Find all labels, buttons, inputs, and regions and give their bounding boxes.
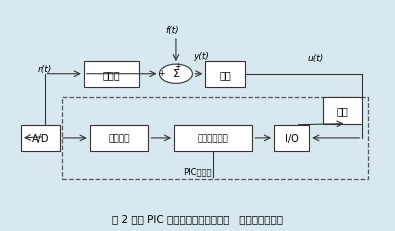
- FancyBboxPatch shape: [21, 125, 60, 152]
- FancyBboxPatch shape: [84, 61, 139, 88]
- FancyBboxPatch shape: [323, 98, 362, 124]
- Text: f(t): f(t): [165, 25, 179, 34]
- Text: Σ: Σ: [173, 68, 179, 78]
- FancyBboxPatch shape: [205, 61, 245, 88]
- Text: y(t): y(t): [194, 52, 209, 61]
- Text: +: +: [174, 62, 180, 71]
- Text: u(t): u(t): [307, 54, 323, 63]
- Text: PIC单片机: PIC单片机: [183, 167, 212, 176]
- FancyBboxPatch shape: [90, 125, 149, 152]
- Text: 驱动: 驱动: [337, 106, 348, 116]
- Text: 参考模型: 参考模型: [108, 134, 130, 143]
- Circle shape: [160, 65, 192, 84]
- Text: 传感器: 传感器: [102, 70, 120, 79]
- FancyBboxPatch shape: [274, 125, 309, 152]
- Text: r(t): r(t): [38, 64, 52, 73]
- Text: 自适应控制器: 自适应控制器: [198, 134, 229, 143]
- Text: 图 2 基于 PIC 单片机步进电机自适广   制系统组成框图: 图 2 基于 PIC 单片机步进电机自适广 制系统组成框图: [112, 213, 283, 223]
- Text: 对象: 对象: [219, 70, 231, 79]
- FancyBboxPatch shape: [174, 125, 252, 152]
- Text: I/O: I/O: [285, 133, 299, 143]
- Text: +: +: [158, 69, 165, 78]
- Text: A/D: A/D: [32, 133, 49, 143]
